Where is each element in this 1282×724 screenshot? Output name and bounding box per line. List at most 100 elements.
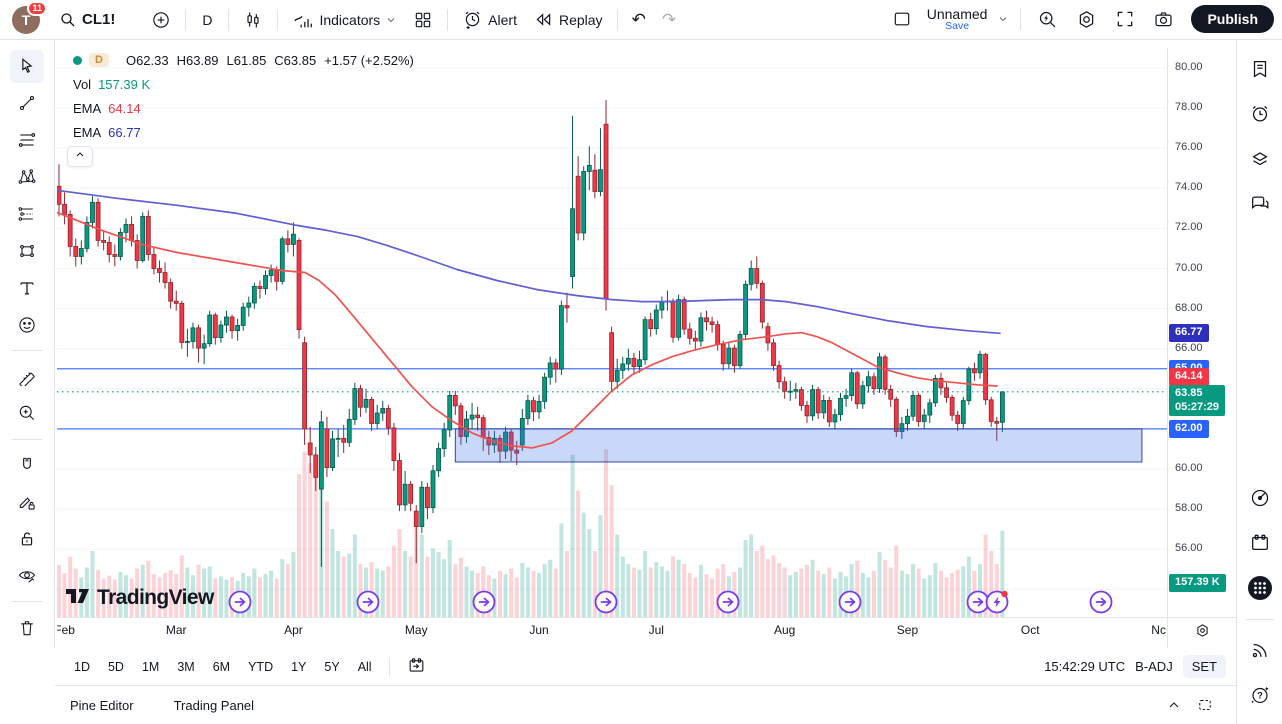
candlestick-chart[interactable] [57, 48, 1167, 617]
tradingview-watermark: TradingView [65, 584, 214, 611]
measure-ruler-tool[interactable] [10, 360, 44, 393]
snapshot-camera-button[interactable] [1146, 5, 1181, 34]
range-button-1d[interactable]: 1D [65, 656, 99, 678]
publish-button[interactable]: Publish [1191, 5, 1274, 34]
chat-button[interactable] [1243, 187, 1277, 220]
create-alert-button[interactable]: Alert [455, 5, 524, 34]
timeline-jump-marker[interactable] [356, 590, 380, 614]
economic-calendar-button[interactable] [1243, 526, 1277, 559]
time-axis-month-label: Sep [896, 623, 919, 637]
legend-low: L61.85 [226, 52, 267, 68]
price-axis-label: 56.00 [1175, 542, 1203, 555]
range-button-1m[interactable]: 1M [133, 656, 168, 678]
alerts-button[interactable] [1243, 97, 1277, 130]
fib-retracement-tool[interactable] [10, 124, 44, 157]
series-status-dot [73, 55, 82, 65]
symbol-search-button[interactable]: CL1! [52, 7, 122, 33]
long-position-tool[interactable] [10, 198, 44, 231]
undo-icon: ↶ [631, 10, 646, 29]
clock-utc[interactable]: 15:42:29 UTC [1044, 659, 1126, 674]
expand-panel-chevron-icon[interactable] [1166, 697, 1182, 713]
layout-grid-button[interactable] [406, 6, 440, 34]
drawing-toolbar [0, 40, 55, 648]
drawing-mode-tool[interactable] [10, 486, 44, 519]
range-button-5y[interactable]: 5Y [315, 656, 348, 678]
go-to-date-button[interactable] [398, 652, 435, 682]
object-tree-layers-button[interactable] [1243, 142, 1277, 175]
rectangle-tool[interactable] [10, 234, 44, 267]
timeline-jump-marker[interactable] [1089, 590, 1113, 614]
quick-search-lightning-icon [1037, 9, 1058, 30]
layout-name-save[interactable]: Unnamed Save [923, 5, 992, 35]
price-axis-label: 66.00 [1175, 341, 1203, 354]
range-button-all[interactable]: All [349, 656, 381, 678]
timeline-jump-marker[interactable] [594, 590, 618, 614]
time-axis-month-label: Feb [57, 623, 75, 637]
layout-menu-chevron[interactable] [995, 9, 1011, 29]
time-axis-month-label: Aug [773, 623, 796, 637]
tab-trading-panel[interactable]: Trading Panel [173, 697, 255, 713]
trend-line-tool[interactable] [10, 87, 44, 120]
timeline-jump-marker[interactable] [228, 590, 252, 614]
chart-style-button[interactable] [236, 6, 270, 34]
undo-button[interactable]: ↶ [625, 7, 653, 32]
tab-pine-editor[interactable]: Pine Editor [70, 697, 134, 713]
emoji-tool[interactable] [10, 308, 44, 341]
indicators-button[interactable]: Indicators [285, 5, 404, 35]
timeline-jump-marker[interactable] [966, 590, 990, 614]
layout-select-button[interactable] [885, 5, 919, 33]
apps-grid-button[interactable] [1243, 572, 1277, 605]
help-button[interactable]: ? [1243, 679, 1277, 712]
replay-label: Replay [558, 11, 603, 28]
compare-add-symbol-button[interactable] [144, 6, 178, 34]
text-tool[interactable] [10, 271, 44, 304]
redo-button[interactable]: ↷ [655, 7, 683, 32]
ideas-target-button[interactable] [1243, 481, 1277, 514]
magnet-mode-tool[interactable] [10, 449, 44, 482]
timeline-alert-marker[interactable] [985, 590, 1009, 614]
legend-collapse-button[interactable] [67, 146, 93, 167]
ema-fast-value: 64.14 [108, 100, 141, 116]
bottom-range-bar: 1D 5D 1M 3M 6M YTD 1Y 5Y All 15:42:29 UTC B-ADJ … [55, 648, 1236, 686]
volume-legend-row[interactable]: Vol 157.39 K [73, 72, 414, 96]
zoom-in-tool[interactable] [10, 397, 44, 430]
interval-button[interactable]: D [193, 8, 221, 32]
price-axis-label: 72.00 [1175, 221, 1203, 234]
session-settings-button[interactable]: SET [1182, 655, 1226, 678]
timeline-jump-marker[interactable] [838, 590, 862, 614]
pattern-xabcd-tool[interactable] [10, 161, 44, 194]
layout-box-icon [892, 9, 912, 29]
top-toolbar: T 11 CL1! D Indicators [0, 0, 1282, 40]
streams-broadcast-button[interactable] [1243, 634, 1277, 667]
quick-search-button[interactable] [1030, 5, 1065, 34]
symbol-legend-row[interactable]: D O62.33 H63.89 L61.85 C63.85 +1.57 (+2.… [73, 48, 414, 72]
price-axis[interactable]: 80.00 78.00 76.00 74.00 72.00 70.00 68.00 66.00… [1167, 48, 1236, 617]
range-button-ytd[interactable]: YTD [239, 656, 282, 678]
timeline-jump-marker[interactable] [472, 590, 496, 614]
range-button-5d[interactable]: 5D [99, 656, 133, 678]
adjustment-toggle[interactable]: B-ADJ [1135, 659, 1173, 674]
hide-drawings-tool[interactable] [10, 559, 44, 592]
lock-drawings-tool[interactable] [10, 522, 44, 555]
price-axis-badge: 66.77 [1169, 324, 1209, 342]
user-avatar[interactable]: T 11 [12, 0, 47, 34]
range-button-1y[interactable]: 1Y [282, 656, 315, 678]
toolbar-divider [12, 601, 42, 603]
range-button-6m[interactable]: 6M [204, 656, 239, 678]
remove-objects-tool[interactable] [10, 611, 44, 644]
time-axis[interactable]: Feb Mar Apr May Jun Jul Aug Sep Oct Nc [57, 617, 1167, 648]
range-button-3m[interactable]: 3M [168, 656, 203, 678]
toolbar-divider [1020, 8, 1022, 31]
cursor-tool[interactable] [10, 50, 44, 83]
replay-button[interactable]: Replay [526, 5, 610, 34]
axis-settings-corner[interactable] [1167, 617, 1236, 648]
ema-slow-legend-row[interactable]: EMA 66.77 [73, 120, 414, 144]
ema-fast-legend-row[interactable]: EMA 64.14 [73, 96, 414, 120]
settings-button[interactable] [1069, 5, 1104, 34]
timeline-jump-marker[interactable] [716, 590, 740, 614]
chart-area: D O62.33 H63.89 L61.85 C63.85 +1.57 (+2.… [57, 48, 1167, 617]
maximize-panel-icon[interactable] [1196, 696, 1214, 714]
fullscreen-button[interactable] [1108, 5, 1142, 33]
watchlist-button[interactable] [1243, 52, 1277, 85]
price-axis-label: 70.00 [1175, 261, 1203, 274]
